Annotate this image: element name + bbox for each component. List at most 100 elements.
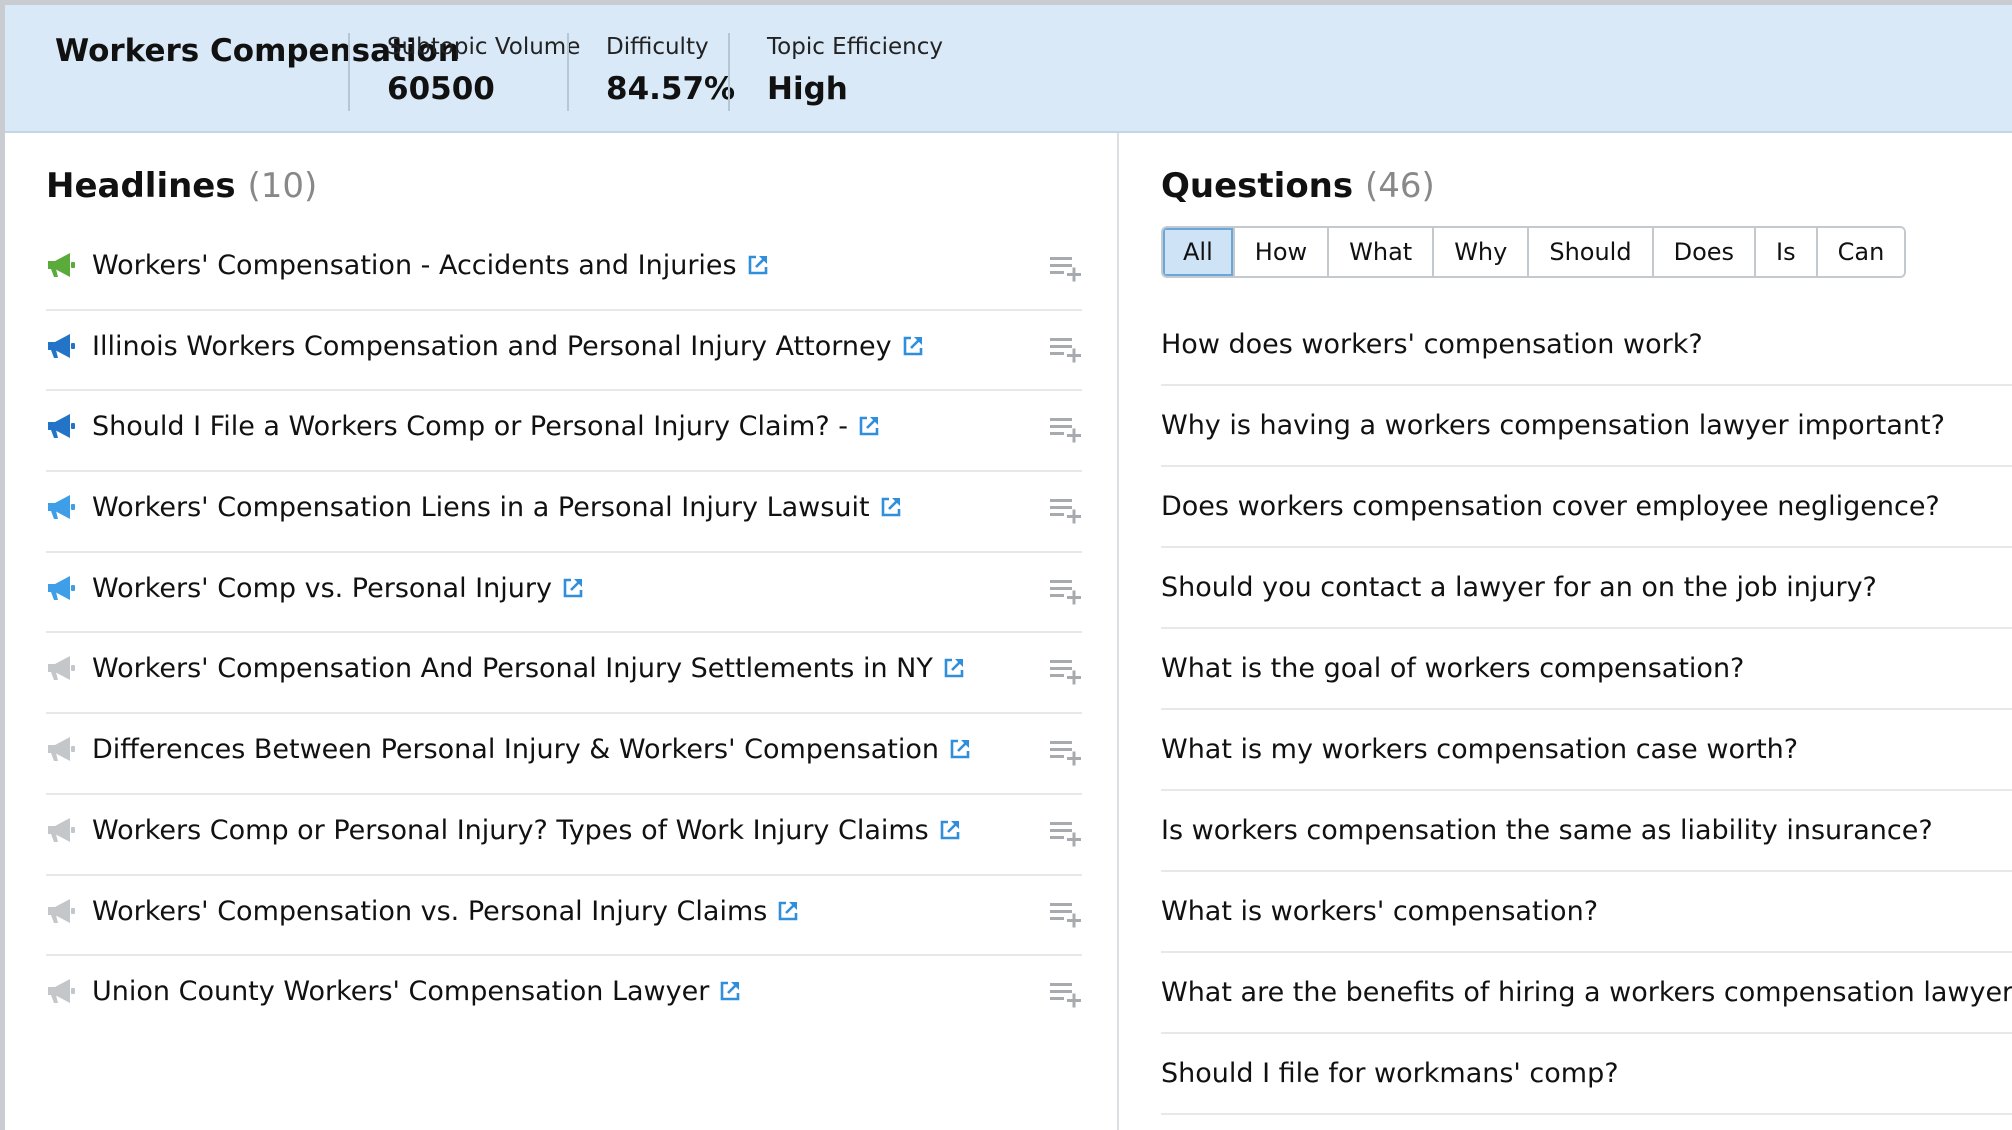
- headline-link[interactable]: Workers' Compensation vs. Personal Injur…: [92, 895, 768, 927]
- tab-how[interactable]: How: [1232, 228, 1328, 276]
- external-link-icon[interactable]: [880, 496, 902, 518]
- external-link-icon[interactable]: [902, 335, 924, 357]
- tab-all[interactable]: All: [1163, 228, 1233, 276]
- megaphone-icon: [48, 737, 75, 762]
- add-to-list-icon[interactable]: [1050, 980, 1082, 1008]
- external-link-icon[interactable]: [949, 738, 971, 760]
- questions-title: Questions (46): [1161, 166, 1435, 206]
- headline-link[interactable]: Workers' Comp vs. Personal Injury: [92, 572, 552, 604]
- headline-row: Should I File a Workers Comp or Personal…: [46, 391, 1082, 473]
- headline-row: Workers' Compensation - Accidents and In…: [46, 230, 1082, 311]
- headline-row: Workers' Compensation And Personal Injur…: [46, 633, 1082, 715]
- megaphone-icon: [48, 979, 75, 1004]
- question-row[interactable]: How does workers' compensation work?: [1161, 305, 2012, 386]
- headline-link[interactable]: Illinois Workers Compensation and Person…: [92, 330, 892, 362]
- headlines-list: Workers' Compensation - Accidents and In…: [46, 230, 1082, 1037]
- megaphone-icon: [48, 333, 75, 358]
- question-row[interactable]: Should you contact a lawyer for an on th…: [1161, 548, 2012, 629]
- megaphone-icon: [48, 414, 75, 439]
- metric-value: 60500: [387, 71, 495, 107]
- metric-label: Subtopic Volume: [387, 34, 581, 60]
- tab-what[interactable]: What: [1327, 228, 1433, 276]
- question-row[interactable]: Why is having a workers compensation law…: [1161, 386, 2012, 467]
- megaphone-icon: [48, 253, 75, 277]
- megaphone-icon: [48, 817, 75, 842]
- header-divider: [728, 33, 730, 111]
- window-edge-top: [0, 0, 2012, 5]
- add-to-list-icon[interactable]: [1050, 577, 1082, 605]
- headline-row: Differences Between Personal Injury & Wo…: [46, 714, 1082, 795]
- add-to-list-icon[interactable]: [1050, 657, 1082, 685]
- tab-why[interactable]: Why: [1432, 228, 1528, 276]
- headline-link[interactable]: Should I File a Workers Comp or Personal…: [92, 411, 848, 443]
- headline-row: Workers' Compensation Liens in a Persona…: [46, 472, 1082, 553]
- panel-divider: [1117, 133, 1119, 1130]
- add-to-list-icon[interactable]: [1050, 900, 1082, 928]
- add-to-list-icon[interactable]: [1050, 335, 1082, 363]
- headline-link[interactable]: Workers' Compensation Liens in a Persona…: [92, 492, 870, 524]
- headline-row: Illinois Workers Compensation and Person…: [46, 311, 1082, 392]
- headline-link[interactable]: Differences Between Personal Injury & Wo…: [92, 734, 939, 766]
- add-to-list-icon[interactable]: [1050, 819, 1082, 847]
- metric-subtopic-volume: Subtopic Volume 60500: [387, 33, 580, 107]
- question-row[interactable]: Does workers compensation cover employee…: [1161, 467, 2012, 548]
- metric-difficulty: Difficulty 84.57%: [606, 33, 735, 107]
- topic-summary-header: Workers Compensation Subtopic Volume 605…: [5, 5, 2012, 133]
- headline-text: Illinois Workers Compensation and Person…: [92, 331, 924, 362]
- headline-text: Should I File a Workers Comp or Personal…: [92, 411, 880, 442]
- megaphone-icon: [48, 656, 75, 681]
- tab-should[interactable]: Should: [1527, 228, 1652, 276]
- question-filter-tabs: All How What Why Should Does Is Can: [1161, 226, 1907, 278]
- external-link-icon[interactable]: [719, 980, 741, 1002]
- metric-topic-efficiency: Topic Efficiency High: [767, 33, 943, 107]
- questions-count: (46): [1364, 166, 1435, 206]
- add-to-list-icon[interactable]: [1050, 496, 1082, 524]
- metric-label: Topic Efficiency: [767, 34, 943, 60]
- question-row[interactable]: What is my workers compensation case wor…: [1161, 710, 2012, 791]
- add-to-list-icon[interactable]: [1050, 415, 1082, 443]
- headline-text: Differences Between Personal Injury & Wo…: [92, 734, 971, 765]
- headline-row: Workers' Comp vs. Personal Injury: [46, 553, 1082, 634]
- headline-row: Union County Workers' Compensation Lawye…: [46, 956, 1082, 1037]
- headline-text: Workers' Compensation And Personal Injur…: [92, 653, 965, 684]
- headline-text: Workers' Compensation vs. Personal Injur…: [92, 896, 799, 927]
- headline-link[interactable]: Union County Workers' Compensation Lawye…: [92, 976, 710, 1008]
- external-link-icon[interactable]: [943, 657, 965, 679]
- headline-link[interactable]: Workers Comp or Personal Injury? Types o…: [92, 814, 929, 846]
- tab-does[interactable]: Does: [1651, 228, 1755, 276]
- external-link-icon[interactable]: [562, 577, 584, 599]
- headline-text: Workers' Compensation - Accidents and In…: [92, 250, 769, 281]
- headline-link[interactable]: Workers' Compensation And Personal Injur…: [92, 653, 933, 685]
- external-link-icon[interactable]: [747, 254, 769, 276]
- megaphone-icon: [48, 575, 75, 600]
- tab-can[interactable]: Can: [1815, 228, 1905, 276]
- headline-text: Workers' Compensation Liens in a Persona…: [92, 492, 902, 523]
- question-row[interactable]: What is workers' compensation?: [1161, 872, 2012, 953]
- question-row[interactable]: Should I file for workmans' comp?: [1161, 1034, 2012, 1115]
- external-link-icon[interactable]: [939, 819, 961, 841]
- metric-label: Difficulty: [606, 34, 709, 60]
- question-row[interactable]: What are the benefits of hiring a worker…: [1161, 953, 2012, 1034]
- questions-list: How does workers' compensation work? Why …: [1161, 305, 2012, 1115]
- headlines-title-text: Headlines: [46, 166, 236, 206]
- window-edge-left: [0, 0, 5, 1130]
- add-to-list-icon[interactable]: [1050, 254, 1082, 282]
- topic-title: Workers Compensation: [55, 33, 460, 69]
- headline-row: Workers' Compensation vs. Personal Injur…: [46, 876, 1082, 957]
- header-divider: [348, 33, 350, 111]
- tab-is[interactable]: Is: [1754, 228, 1816, 276]
- headline-link[interactable]: Workers' Compensation - Accidents and In…: [92, 250, 737, 281]
- question-row[interactable]: Is workers compensation the same as liab…: [1161, 791, 2012, 872]
- headline-text: Workers' Comp vs. Personal Injury: [92, 573, 584, 604]
- headline-row: Workers Comp or Personal Injury? Types o…: [46, 795, 1082, 876]
- external-link-icon[interactable]: [858, 415, 880, 437]
- external-link-icon[interactable]: [777, 900, 799, 922]
- headline-text: Union County Workers' Compensation Lawye…: [92, 976, 741, 1007]
- megaphone-icon: [48, 495, 75, 520]
- megaphone-icon: [48, 898, 75, 923]
- headline-text: Workers Comp or Personal Injury? Types o…: [92, 815, 961, 846]
- add-to-list-icon[interactable]: [1050, 738, 1082, 766]
- question-row[interactable]: What is the goal of workers compensation…: [1161, 629, 2012, 710]
- headlines-count: (10): [247, 166, 318, 206]
- metric-value: High: [767, 71, 848, 107]
